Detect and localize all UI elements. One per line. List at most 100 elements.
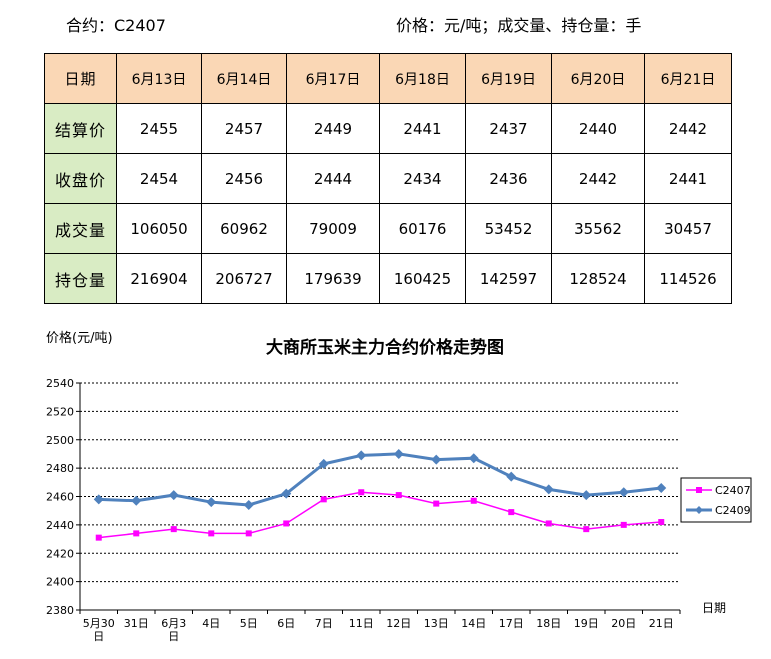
data-point-c2407 (358, 489, 365, 496)
x-axis-label: 日期 (702, 601, 726, 615)
y-tick-labels: 2380 2400 2420 2440 2460 2480 2500 2520 2540 (46, 377, 74, 617)
data-point-c2407 (245, 530, 252, 537)
data-point-c2407 (620, 521, 627, 528)
table-cell: 216904 (116, 253, 202, 304)
table-cell: 53452 (465, 203, 552, 254)
x-tick-label: 5日 (240, 617, 258, 630)
series-lines (93, 448, 667, 541)
data-point-c2407 (433, 500, 440, 507)
table-cell: 2454 (116, 153, 202, 204)
x-tick-label: 6日 (277, 617, 295, 630)
row-label: 结算价 (44, 103, 117, 154)
data-point-c2409 (393, 448, 404, 459)
table-header-row: 日期 6月13日 6月14日 6月17日 6月18日 6月19日 6月20日 6… (44, 53, 732, 104)
row-label: 成交量 (44, 203, 117, 254)
data-point-c2407 (583, 526, 590, 533)
table-cell: 160425 (379, 253, 466, 304)
table-cell: 142597 (465, 253, 552, 304)
y-tick-label: 2540 (46, 377, 74, 390)
data-point-c2407 (170, 526, 177, 533)
row-label: 收盘价 (44, 153, 117, 204)
data-point-c2407 (470, 497, 477, 504)
x-tick-label: 7日 (315, 617, 333, 630)
x-tick-label: 20日 (611, 617, 636, 630)
axes (76, 382, 681, 614)
y-tick-label: 2480 (46, 462, 74, 475)
data-point-c2407 (545, 520, 552, 527)
x-tick-label: 4日 (202, 617, 220, 630)
date-header-cell: 6月13日 (116, 53, 202, 104)
unit-label: 价格：元/吨；成交量、持仓量：手 (396, 16, 642, 35)
x-tick-label: 5月30 日 (83, 617, 115, 643)
data-point-c2409 (543, 484, 554, 495)
table-row-settlement: 结算价 2455 2457 2449 2441 2437 2440 2442 (44, 103, 732, 154)
legend-marker (695, 506, 703, 514)
price-trend-chart: 价格(元/吨) 大商所玉米主力合约价格走势图 日期 2380 2400 2420 24… (46, 330, 752, 643)
table-row-volume: 成交量 106050 60962 79009 60176 53452 35562… (44, 203, 732, 254)
y-tick-label: 2420 (46, 547, 74, 560)
data-point-c2409 (168, 490, 179, 501)
table-row-open-interest: 持仓量 216904 206727 179639 160425 142597 1… (44, 253, 732, 304)
data-point-c2407 (283, 520, 290, 527)
table-cell: 2444 (286, 153, 380, 204)
data-point-c2409 (581, 490, 592, 501)
x-tick-label: 13日 (424, 617, 449, 630)
data-point-c2407 (658, 519, 665, 526)
y-tick-label: 2460 (46, 491, 74, 504)
x-tick-labels: 5月30 日 31日 6月3 日 4日 5日 6日 7日 11日 12日 13日 14日 17日 18日 19… (83, 617, 674, 643)
row-label: 持仓量 (44, 253, 117, 304)
grid-lines (80, 382, 680, 583)
data-point-c2409 (356, 450, 367, 461)
data-point-c2407 (133, 530, 140, 537)
data-point-c2407 (508, 509, 515, 516)
table-cell: 114526 (644, 253, 732, 304)
legend: C2407 C2409 (680, 477, 752, 523)
data-point-c2407 (395, 492, 402, 499)
table-cell: 79009 (286, 203, 380, 254)
x-tick-label: 21日 (649, 617, 674, 630)
table-cell: 60962 (201, 203, 287, 254)
x-tick-label: 12日 (386, 617, 411, 630)
table-cell: 206727 (201, 253, 287, 304)
y-tick-label: 2400 (46, 576, 74, 589)
y-tick-label: 2380 (46, 604, 74, 617)
date-header-cell: 6月20日 (551, 53, 645, 104)
table-cell: 2442 (644, 103, 732, 154)
data-point-c2409 (281, 488, 292, 499)
x-tick-label: 6月3 日 (161, 617, 186, 643)
y-tick-label: 2440 (46, 519, 74, 532)
series-line-c2407 (98, 491, 662, 539)
data-point-c2409 (656, 482, 667, 493)
legend-marker (696, 487, 702, 493)
data-point-c2409 (618, 487, 629, 498)
table-cell: 60176 (379, 203, 466, 254)
data-point-c2409 (506, 471, 517, 482)
table-cell: 2440 (551, 103, 645, 154)
data-point-c2409 (206, 497, 217, 508)
y-tick-label: 2520 (46, 405, 74, 418)
price-table: 日期 6月13日 6月14日 6月17日 6月18日 6月19日 6月20日 6… (44, 53, 732, 304)
data-point-c2407 (95, 534, 102, 541)
date-header-cell: 6月17日 (286, 53, 380, 104)
data-point-c2409 (431, 454, 442, 465)
data-point-c2409 (243, 500, 254, 511)
table-cell: 128524 (551, 253, 645, 304)
y-tick-label: 2500 (46, 434, 74, 447)
x-tick-label: 11日 (349, 617, 374, 630)
date-header-cell: 6月14日 (201, 53, 287, 104)
x-tick-label: 19日 (574, 617, 599, 630)
table-row-close: 收盘价 2454 2456 2444 2434 2436 2442 2441 (44, 153, 732, 204)
table-cell: 2449 (286, 103, 380, 154)
data-point-c2407 (320, 496, 327, 503)
table-cell: 2436 (465, 153, 552, 204)
series-line-c2409 (98, 452, 662, 507)
table-cell: 106050 (116, 203, 202, 254)
date-header-cell: 6月18日 (379, 53, 466, 104)
table-corner-cell: 日期 (44, 53, 117, 104)
x-tick-label: 18日 (536, 617, 561, 630)
date-header-cell: 6月21日 (644, 53, 732, 104)
table-cell: 2442 (551, 153, 645, 204)
table-cell: 2455 (116, 103, 202, 154)
legend-label: C2409 (715, 504, 751, 517)
x-tick-label: 31日 (124, 617, 149, 630)
